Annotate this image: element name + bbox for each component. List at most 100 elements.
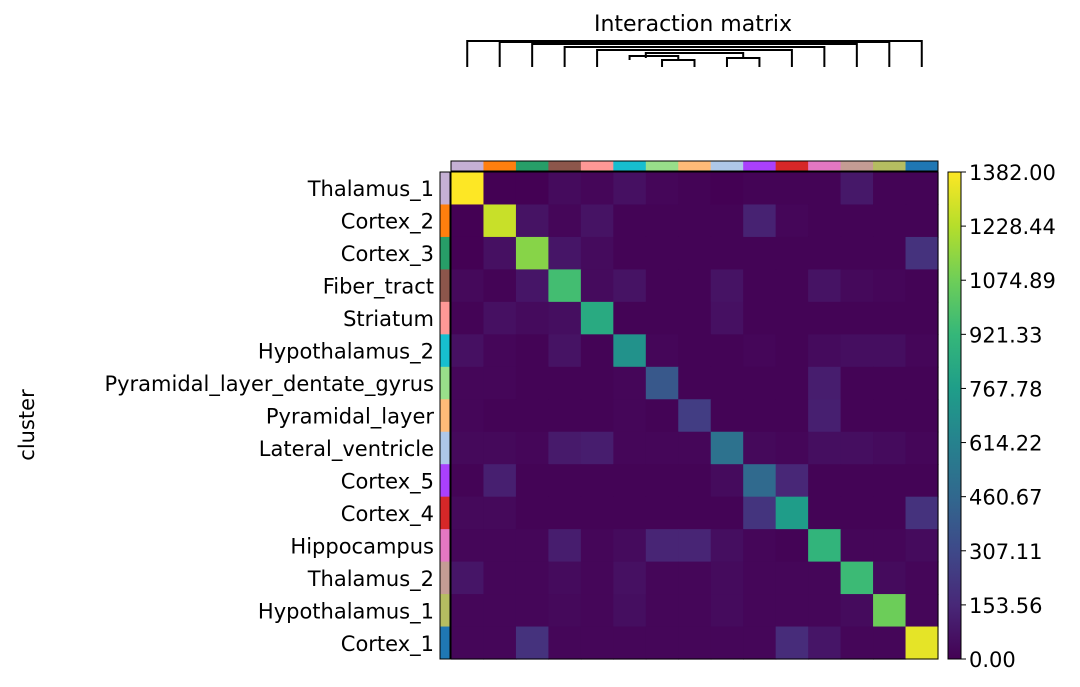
heatmap-cell: [678, 399, 712, 433]
heatmap-cell: [548, 431, 582, 465]
heatmap-cell: [580, 334, 614, 368]
heatmap-cell: [451, 464, 485, 498]
heatmap-cell: [678, 529, 712, 563]
heatmap-cell: [743, 431, 777, 465]
heatmap-cell: [645, 464, 679, 498]
heatmap-cell: [613, 334, 647, 368]
heatmap-cell: [580, 269, 614, 303]
heatmap-cell: [808, 399, 842, 433]
heatmap-cell: [743, 496, 777, 530]
heatmap-cell: [743, 236, 777, 270]
heatmap-cell: [840, 236, 874, 270]
heatmap-cell: [645, 496, 679, 530]
row-labels: Thalamus_1 Cortex_2 Cortex_3 Fiber_tract Str…: [104, 177, 434, 657]
heatmap-cell: [548, 594, 582, 628]
heatmap-cell: [613, 496, 647, 530]
heatmap-cell: [808, 269, 842, 303]
heatmap-cell: [710, 594, 744, 628]
heatmap-cell: [613, 464, 647, 498]
heatmap-cell: [483, 399, 517, 433]
heatmap-cell: [580, 464, 614, 498]
heatmap-cell: [905, 496, 939, 530]
heatmap-cell: [710, 334, 744, 368]
dendrogram-link: [725, 57, 761, 67]
heatmap-cell: [580, 529, 614, 563]
heatmap-cell: [775, 561, 809, 595]
heatmap-cell: [645, 399, 679, 433]
heatmap-frame: [450, 171, 939, 660]
row-color-swatch: [440, 172, 450, 205]
heatmap-cell: [483, 594, 517, 628]
column-color-swatch: [840, 161, 874, 171]
heatmap-cell: [515, 594, 549, 628]
heatmap-cell: [678, 172, 712, 206]
heatmap-cell: [743, 172, 777, 206]
heatmap-cell: [710, 269, 744, 303]
heatmap-cell: [905, 464, 939, 498]
heatmap-cell: [645, 366, 679, 400]
heatmap-cell: [840, 366, 874, 400]
heatmap-cell: [515, 464, 549, 498]
heatmap-cell: [548, 496, 582, 530]
heatmap-cell: [808, 496, 842, 530]
heatmap-cell: [483, 301, 517, 335]
heatmap-cell: [808, 464, 842, 498]
heatmap-cell: [678, 269, 712, 303]
heatmap-cell: [548, 366, 582, 400]
heatmap-cell: [710, 496, 744, 530]
heatmap-cell: [710, 431, 744, 465]
heatmap-cell: [451, 431, 485, 465]
heatmap-cell: [451, 399, 485, 433]
heatmap-cell: [451, 594, 485, 628]
heatmap-cells: [451, 172, 939, 660]
heatmap-cell: [775, 334, 809, 368]
heatmap-cell: [873, 204, 907, 238]
heatmap-cell: [710, 301, 744, 335]
row-label: Striatum: [343, 307, 434, 331]
heatmap-cell: [840, 464, 874, 498]
heatmap-cell: [710, 561, 744, 595]
heatmap-cell: [613, 561, 647, 595]
row-cluster-color-strip: [439, 171, 451, 660]
heatmap-cell: [808, 626, 842, 660]
heatmap-cell: [873, 172, 907, 206]
heatmap-cell: [743, 399, 777, 433]
heatmap-cell: [451, 204, 485, 238]
heatmap-cell: [775, 301, 809, 335]
colorbar-tick-label: 614.22: [969, 432, 1042, 456]
heatmap-cell: [775, 399, 809, 433]
dendrogram-link: [628, 55, 680, 60]
heatmap-cell: [548, 561, 582, 595]
heatmap-cell: [905, 334, 939, 368]
row-label: Cortex_2: [341, 210, 434, 235]
heatmap-cell: [483, 366, 517, 400]
heatmap-cell: [710, 464, 744, 498]
heatmap-cell: [678, 594, 712, 628]
row-color-swatch: [440, 431, 450, 465]
heatmap-cell: [775, 236, 809, 270]
heatmap-cell: [743, 334, 777, 368]
heatmap-cell: [775, 269, 809, 303]
heatmap-cell: [645, 594, 679, 628]
heatmap-cell: [645, 431, 679, 465]
column-color-swatch: [710, 161, 744, 171]
row-label: Hypothalamus_1: [258, 599, 434, 624]
heatmap-cell: [840, 172, 874, 206]
heatmap-cell: [548, 301, 582, 335]
row-color-swatch: [440, 204, 450, 238]
colorbar-tick-label: 1074.89: [969, 269, 1056, 293]
heatmap-cell: [483, 236, 517, 270]
heatmap-cell: [515, 236, 549, 270]
heatmap-cell: [840, 204, 874, 238]
heatmap-cell: [645, 529, 679, 563]
heatmap-cell: [678, 334, 712, 368]
column-color-swatch: [743, 161, 777, 171]
heatmap-cell: [613, 236, 647, 270]
column-cluster-color-strip: [450, 160, 939, 172]
heatmap-cell: [743, 529, 777, 563]
heatmap-cell: [645, 236, 679, 270]
heatmap-cell: [873, 334, 907, 368]
column-color-swatch: [678, 161, 712, 171]
heatmap-cell: [710, 399, 744, 433]
colorbar-tick-label: 307.11: [969, 540, 1042, 564]
